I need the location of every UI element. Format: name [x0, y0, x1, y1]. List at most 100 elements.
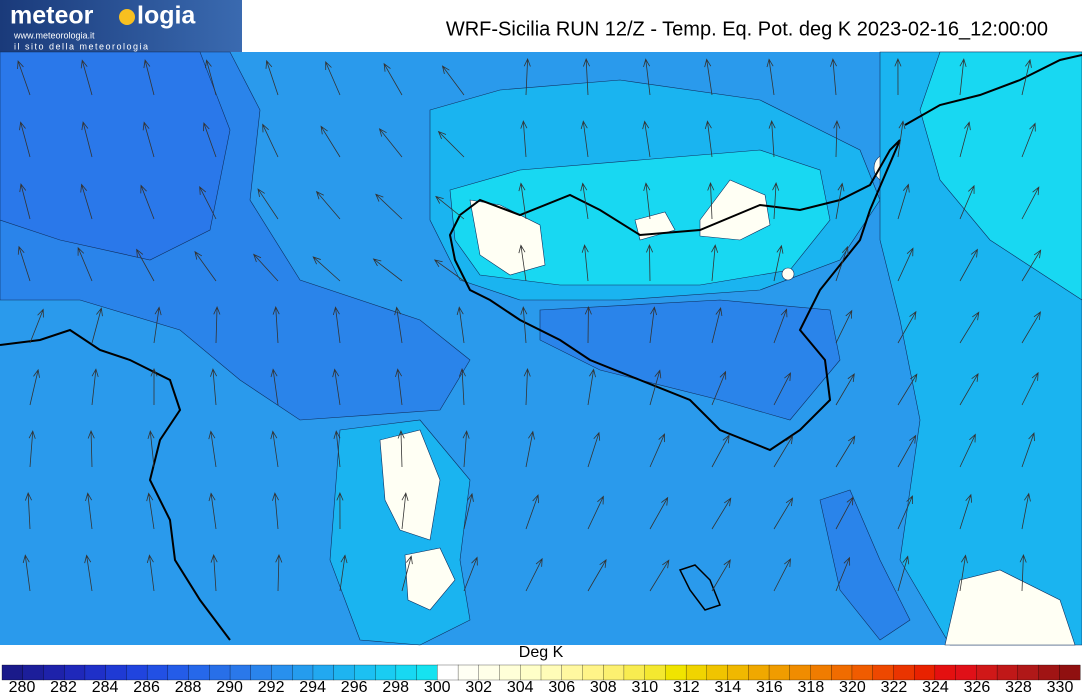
colorbar-tick-label: 308 — [590, 679, 617, 695]
wind-arrow — [383, 62, 403, 96]
wind-arrow — [437, 130, 465, 158]
wind-arrow — [1021, 492, 1031, 530]
wind-arrow — [525, 494, 539, 530]
colorbar-segment — [934, 664, 957, 681]
colorbar-segment — [105, 664, 127, 681]
wind-arrow — [333, 430, 341, 468]
wind-arrow — [894, 57, 902, 96]
colorbar-segment — [623, 664, 646, 681]
colorbar-tick-label: 306 — [548, 679, 575, 695]
wind-arrow — [213, 305, 221, 344]
wind-arrow — [463, 492, 474, 530]
wind-arrow — [85, 492, 93, 530]
wind-arrow — [81, 121, 93, 158]
wind-arrow — [959, 554, 968, 592]
contour — [919, 51, 1082, 301]
wind-arrow — [649, 496, 669, 530]
colorbar-segment — [64, 664, 86, 681]
wind-arrow — [959, 493, 973, 530]
contour — [699, 179, 771, 241]
wind-arrow — [441, 65, 465, 96]
wind-arrow — [456, 306, 465, 344]
wind-arrow — [711, 307, 723, 344]
wind-arrow — [646, 243, 654, 282]
colorbar-tick-label: 290 — [216, 679, 243, 695]
wind-arrow — [272, 492, 279, 530]
wind-arrow — [147, 430, 155, 468]
wind-arrow — [153, 306, 162, 344]
colorbar-segment — [167, 664, 190, 681]
wind-arrow — [332, 306, 341, 344]
contour — [0, 51, 231, 261]
wind-arrow — [394, 306, 403, 344]
wind-arrow — [320, 125, 341, 158]
wind-arrow — [897, 555, 910, 592]
wind-arrow — [959, 121, 971, 158]
colorbar-segment — [292, 664, 314, 681]
wind-arrow — [199, 186, 217, 220]
wind-arrow — [150, 367, 158, 406]
colorbar-tick-label: 296 — [341, 679, 368, 695]
wind-arrow — [773, 558, 791, 592]
colorbar-segment — [43, 664, 65, 681]
colorbar: 280 282 284 286 288 290 292 294 296 298 300 302 304 3… — [1, 664, 1081, 696]
island — [678, 564, 721, 611]
wind-arrow — [835, 435, 856, 468]
contour — [379, 429, 441, 541]
colorbar-tick-label: 326 — [964, 679, 991, 695]
colorbar-tick-label: 282 — [50, 679, 77, 695]
wind-arrow — [581, 244, 589, 282]
colorbar-tick-label: 288 — [175, 679, 202, 695]
wind-arrow — [257, 188, 279, 220]
wind-arrow — [835, 309, 853, 344]
colorbar-segment — [188, 664, 210, 681]
logo-url: www.meteorologia.it — [13, 30, 95, 40]
colorbar-tick-label: 330 — [1047, 679, 1074, 695]
wind-arrow — [704, 120, 713, 158]
coastline — [448, 139, 901, 452]
colorbar-label: Deg K — [519, 644, 564, 661]
wind-arrow — [143, 59, 155, 96]
wind-arrow — [142, 121, 155, 158]
colorbar-segment — [976, 664, 998, 681]
colorbar-tick-label: 292 — [258, 679, 285, 695]
wind-arrow — [830, 58, 837, 96]
map-title: WRF-Sicilia RUN 12/Z - Temp. Eq. Pot. de… — [446, 18, 1048, 40]
contour — [944, 569, 1076, 646]
wind-arrow — [587, 495, 604, 530]
wind-arrow — [1021, 249, 1042, 282]
wind-arrow — [312, 256, 341, 282]
wind-arrow — [1021, 371, 1039, 406]
wind-arrow — [1021, 122, 1036, 158]
wind-arrow — [272, 306, 280, 344]
wind-arrow — [897, 495, 913, 530]
wind-arrow — [463, 556, 478, 592]
wind-arrow — [19, 183, 31, 220]
contour — [781, 267, 795, 281]
wind-arrow — [28, 430, 36, 468]
colorbar-segment — [209, 664, 231, 681]
wind-arrow — [518, 182, 527, 220]
wind-arrow — [711, 244, 719, 282]
colorbar-segment — [22, 664, 44, 681]
colorbar-tick-label: 320 — [839, 679, 866, 695]
wind-arrow — [959, 433, 976, 468]
wind-arrow — [587, 368, 596, 406]
wind-arrow — [19, 121, 31, 158]
wind-arrow — [435, 195, 465, 220]
colorbar-segment — [603, 664, 625, 681]
colorbar-tick-label: 300 — [424, 679, 451, 695]
wind-arrow — [22, 554, 31, 592]
colorbar-segment — [706, 664, 729, 681]
colorbar-segment — [914, 664, 936, 681]
wind-arrows — [17, 57, 1042, 592]
wind-arrow — [711, 434, 730, 468]
colorbar-tick-label: 324 — [922, 679, 949, 695]
wind-arrow — [897, 434, 917, 468]
wind-arrow — [205, 59, 217, 96]
colorbar-tick-label: 310 — [631, 679, 658, 695]
colorbar-segment — [727, 664, 749, 681]
wind-arrow — [375, 193, 403, 220]
